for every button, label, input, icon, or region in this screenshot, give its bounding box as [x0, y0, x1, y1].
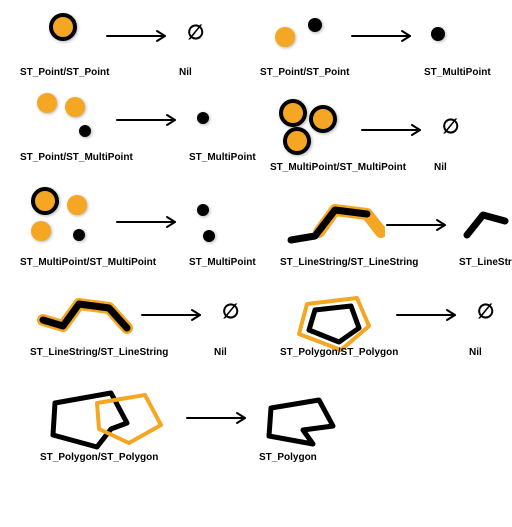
- nil-symbol: ∅: [222, 299, 239, 324]
- point-icon: [283, 127, 311, 155]
- input-label: ST_MultiPoint/ST_MultiPoint: [270, 162, 406, 173]
- output-label: Nil: [179, 67, 192, 78]
- point-icon: [275, 27, 295, 47]
- input-label: ST_Polygon/ST_Polygon: [280, 347, 398, 358]
- output-label: ST_MultiPoint: [189, 257, 256, 268]
- point-icon: [37, 93, 57, 113]
- point-icon: [197, 204, 209, 216]
- diagram-cell: ∅ ST_Polygon/ST_Polygon Nil: [280, 285, 512, 365]
- nil-symbol: ∅: [187, 20, 204, 45]
- point-icon: [431, 27, 445, 41]
- diagram-cell: ∅ ST_LineString/ST_LineString Nil: [30, 285, 270, 365]
- input-label: ST_Point/ST_Point: [260, 67, 349, 78]
- diagram-cell: ∅ ST_MultiPoint/ST_MultiPoint Nil: [270, 100, 510, 180]
- arrow-icon: [105, 28, 179, 44]
- arrow-icon: [395, 307, 469, 323]
- input-label: ST_LineString/ST_LineString: [30, 347, 168, 358]
- point-icon: [197, 112, 209, 124]
- nil-symbol: ∅: [442, 114, 459, 139]
- point-icon: [73, 229, 85, 241]
- point-icon: [67, 195, 87, 215]
- point-icon: [203, 230, 215, 242]
- output-label: ST_MultiPoint: [189, 152, 256, 163]
- arrow-icon: [360, 122, 434, 138]
- arrow-icon: [185, 410, 259, 426]
- point-icon: [31, 187, 59, 215]
- output-label: ST_LineString: [459, 257, 512, 268]
- point-icon: [308, 18, 322, 32]
- diagram-cell: ST_Point/ST_Point ST_MultiPoint: [260, 10, 500, 85]
- point-icon: [49, 13, 77, 41]
- point-icon: [65, 97, 85, 117]
- output-label: ST_Polygon: [259, 452, 317, 463]
- output-label: Nil: [469, 347, 482, 358]
- input-label: ST_Point/ST_Point: [20, 67, 109, 78]
- linestring-pair: [35, 290, 135, 340]
- arrow-icon: [140, 307, 214, 323]
- diagram-cell: ∅ ST_Point/ST_Point Nil: [20, 10, 250, 85]
- input-label: ST_MultiPoint/ST_MultiPoint: [20, 257, 156, 268]
- arrow-icon: [350, 28, 424, 44]
- arrow-icon: [385, 217, 459, 233]
- diagram-cell: ST_LineString/ST_LineString ST_LineString: [280, 195, 512, 275]
- arrow-icon: [115, 112, 189, 128]
- point-icon: [31, 221, 51, 241]
- linestring-result: [461, 207, 511, 247]
- linestring-pair: [285, 200, 385, 250]
- nil-symbol: ∅: [477, 299, 494, 324]
- arrow-icon: [115, 214, 189, 230]
- input-label: ST_Point/ST_MultiPoint: [20, 152, 133, 163]
- diagram-cell: ST_MultiPoint/ST_MultiPoint ST_MultiPoint: [20, 190, 280, 275]
- point-icon: [309, 105, 337, 133]
- polygon-pair: [45, 385, 175, 455]
- polygon-result: [263, 394, 343, 454]
- diagram-cell: ST_Point/ST_MultiPoint ST_MultiPoint: [20, 90, 260, 170]
- input-label: ST_LineString/ST_LineString: [280, 257, 418, 268]
- output-label: Nil: [434, 162, 447, 173]
- point-icon: [279, 99, 307, 127]
- input-label: ST_Polygon/ST_Polygon: [40, 452, 158, 463]
- output-label: ST_MultiPoint: [424, 67, 491, 78]
- point-icon: [79, 125, 91, 137]
- output-label: Nil: [214, 347, 227, 358]
- diagram-cell: ST_Polygon/ST_Polygon ST_Polygon: [40, 380, 320, 470]
